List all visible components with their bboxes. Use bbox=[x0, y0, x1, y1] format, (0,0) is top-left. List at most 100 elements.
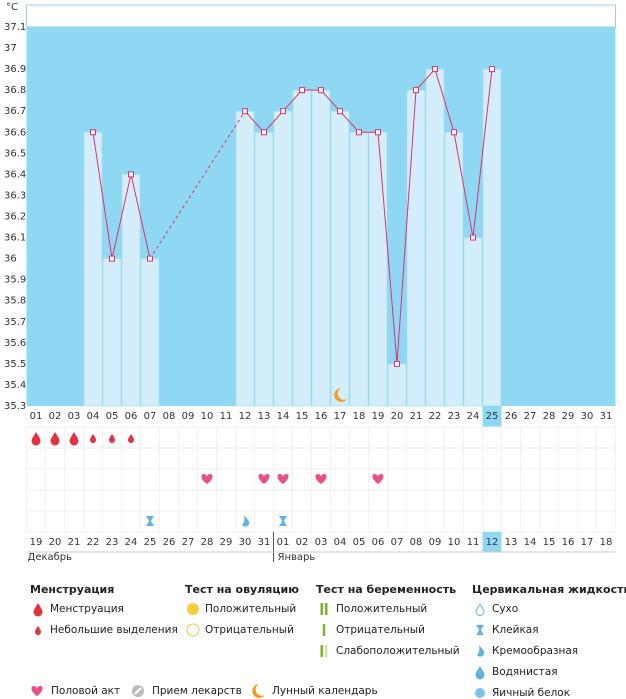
temperature-point bbox=[242, 108, 248, 115]
highlight-cell bbox=[482, 532, 502, 552]
bleeding-marker bbox=[50, 432, 60, 446]
legend-item: Слабоположительный bbox=[336, 645, 460, 657]
date-label: 15 bbox=[543, 537, 556, 548]
y-tick-label: 35.8 bbox=[4, 296, 26, 307]
temperature-bar bbox=[311, 89, 331, 407]
drop-icon bbox=[31, 432, 41, 446]
medication-slash bbox=[134, 687, 142, 695]
legend-item: Отрицательный bbox=[205, 624, 294, 636]
legend-icon bbox=[320, 603, 328, 615]
y-tick-label: 35.6 bbox=[4, 338, 26, 349]
moon-marker bbox=[334, 388, 347, 402]
y-tick-label: 36.7 bbox=[4, 106, 26, 117]
x-tick-label: 10 bbox=[201, 411, 214, 422]
x-tick-label: 25 bbox=[486, 411, 499, 422]
bleeding-marker bbox=[31, 432, 41, 446]
date-label: 05 bbox=[353, 537, 366, 548]
y-tick-label: 35.7 bbox=[4, 317, 26, 328]
dry-icon bbox=[475, 603, 485, 616]
x-tick-label: 18 bbox=[353, 411, 366, 422]
x-tick-label: 01 bbox=[30, 411, 43, 422]
date-label: 07 bbox=[391, 537, 404, 548]
legend-icon bbox=[475, 688, 485, 698]
legend-item: Прием лекарств bbox=[152, 685, 242, 697]
temperature-bar bbox=[140, 258, 160, 407]
legend-icon bbox=[186, 623, 200, 637]
legend-item: Небольшие выделения bbox=[50, 624, 178, 636]
bleeding-marker bbox=[69, 432, 79, 446]
intercourse-marker bbox=[277, 474, 289, 484]
x-tick-label: 14 bbox=[277, 411, 290, 422]
date-label: 25 bbox=[144, 537, 157, 548]
y-tick-label: 35.5 bbox=[4, 359, 26, 370]
temperature-point bbox=[147, 255, 153, 262]
legend-icon bbox=[475, 666, 485, 680]
intercourse-marker bbox=[258, 474, 270, 484]
bleeding-marker bbox=[90, 434, 96, 443]
date-label: 02 bbox=[296, 537, 309, 548]
legend-title: Цервикальная жидкость bbox=[472, 583, 626, 596]
small-drop-icon bbox=[109, 434, 115, 443]
temperature-bar bbox=[102, 258, 122, 407]
x-tick-label: 02 bbox=[49, 411, 62, 422]
moon-icon bbox=[334, 388, 347, 402]
date-label: 31 bbox=[258, 537, 271, 548]
x-tick-label: 15 bbox=[296, 411, 309, 422]
legend-icon bbox=[477, 645, 485, 657]
temperature-line bbox=[92, 68, 493, 364]
date-label: 09 bbox=[429, 537, 442, 548]
y-tick-label: 37.1 bbox=[4, 22, 26, 33]
x-tick-label: 20 bbox=[391, 411, 404, 422]
date-label: 10 bbox=[448, 537, 461, 548]
y-tick-label: 36.4 bbox=[4, 169, 26, 180]
legend-item: Водянистая bbox=[492, 666, 558, 678]
temperature-bar bbox=[482, 68, 502, 407]
temperature-bar bbox=[330, 110, 350, 407]
cervical-marker bbox=[279, 516, 287, 526]
moon-icon bbox=[252, 684, 265, 698]
cervical-marker bbox=[146, 516, 154, 526]
legend-icon bbox=[252, 684, 265, 698]
temperature-bar bbox=[463, 237, 483, 407]
date-label: 01 bbox=[277, 537, 290, 548]
date-label: 24 bbox=[125, 537, 138, 548]
creamy-icon bbox=[242, 515, 250, 527]
temperature-bar bbox=[406, 89, 426, 407]
temperature-bar bbox=[235, 110, 255, 407]
x-tick-label: 21 bbox=[410, 411, 423, 422]
temperature-bar bbox=[444, 131, 464, 407]
temperature-point bbox=[413, 87, 419, 94]
test-bar bbox=[325, 603, 328, 615]
date-label: 11 bbox=[467, 537, 480, 548]
test-bar bbox=[320, 645, 323, 657]
temperature-bar bbox=[368, 131, 388, 407]
legend-icon bbox=[475, 603, 485, 616]
x-tick-label: 17 bbox=[334, 411, 347, 422]
date-label: 28 bbox=[201, 537, 214, 548]
egg-white-icon bbox=[475, 688, 485, 698]
y-tick-label: 36.9 bbox=[4, 64, 26, 75]
cervical-marker bbox=[242, 515, 250, 527]
legend-item: Положительный bbox=[336, 603, 427, 615]
temperature-bar bbox=[121, 174, 141, 407]
temperature-point bbox=[489, 66, 495, 73]
temperature-point bbox=[109, 255, 115, 262]
temperature-bar bbox=[387, 363, 407, 407]
temperature-point bbox=[318, 87, 324, 94]
temperature-bar bbox=[425, 68, 445, 407]
highlight-cell bbox=[482, 406, 502, 427]
creamy-icon bbox=[477, 645, 485, 657]
temperature-point bbox=[128, 171, 134, 178]
bleeding-marker bbox=[109, 434, 115, 443]
legend-item: Менструация bbox=[50, 603, 124, 615]
legend-icon bbox=[476, 625, 484, 635]
y-tick-label: 36 bbox=[4, 254, 17, 265]
x-tick-label: 04 bbox=[87, 411, 100, 422]
heart-icon bbox=[315, 474, 327, 484]
intercourse-marker bbox=[315, 474, 327, 484]
y-tick-label: 36.6 bbox=[4, 127, 26, 138]
date-label: 16 bbox=[562, 537, 575, 548]
x-tick-label: 03 bbox=[68, 411, 81, 422]
date-label: 19 bbox=[30, 537, 43, 548]
y-tick-label: 35.3 bbox=[4, 401, 26, 412]
